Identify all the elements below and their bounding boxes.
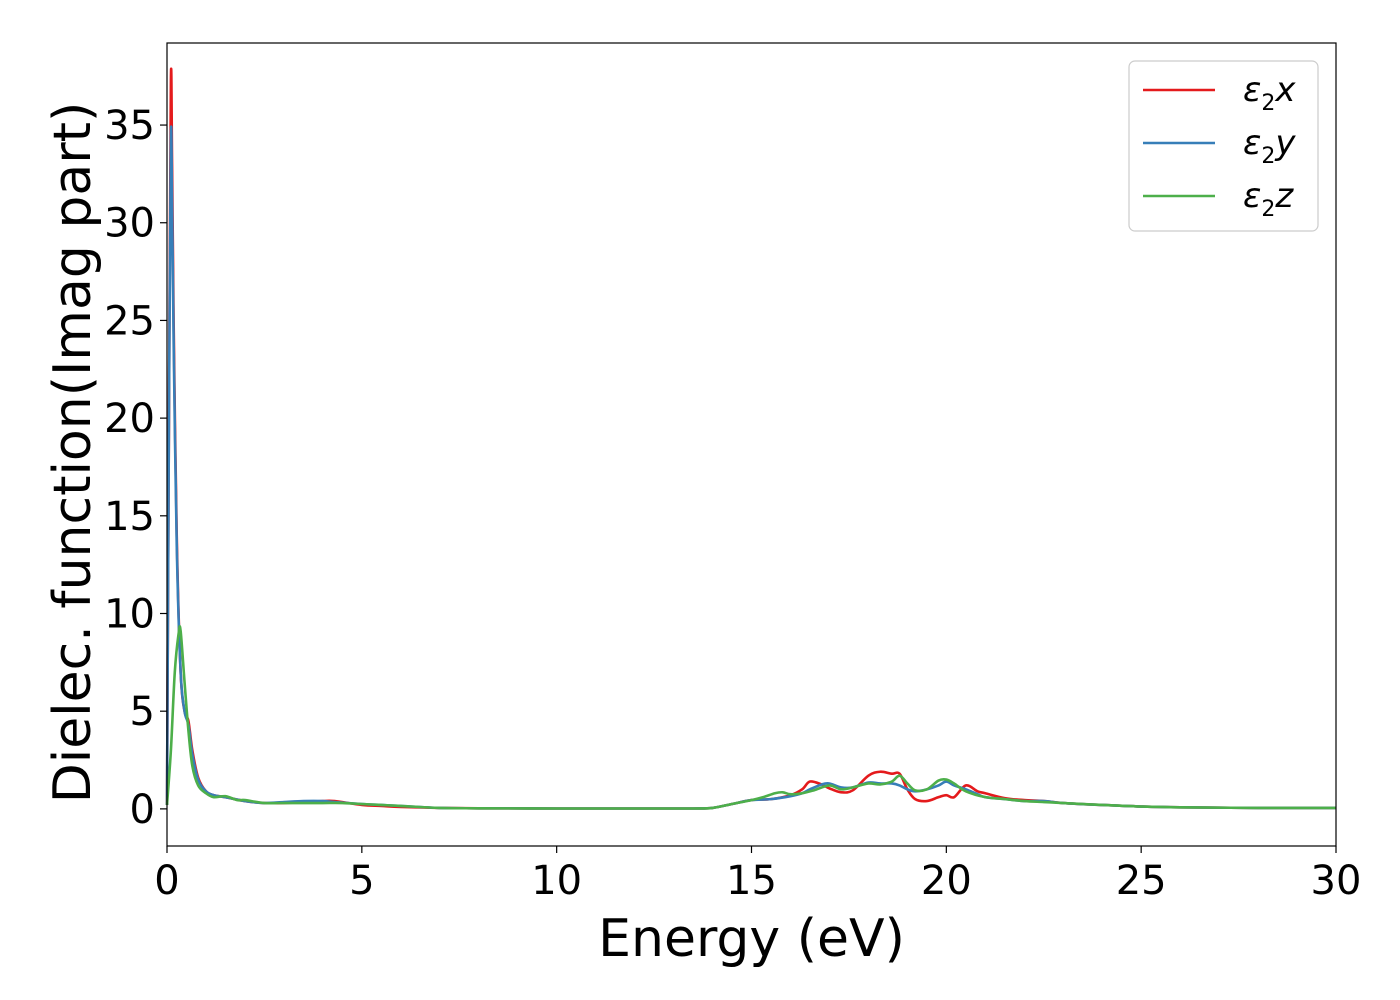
y-tick-label: 30 bbox=[104, 201, 155, 247]
x-ticks: 0 5 10 15 20 25 30 bbox=[154, 846, 1361, 904]
legend-box bbox=[1128, 60, 1319, 232]
legend: ε2x ε2y ε2z bbox=[1128, 60, 1319, 232]
y-tick-label: 25 bbox=[104, 298, 155, 344]
x-tick-label: 10 bbox=[531, 858, 582, 904]
y-tick-label: 5 bbox=[130, 689, 155, 735]
x-axis-label: Energy (eV) bbox=[598, 909, 905, 969]
y-tick-label: 35 bbox=[104, 103, 155, 149]
x-tick-label: 15 bbox=[726, 858, 777, 904]
y-tick-label: 10 bbox=[104, 592, 155, 638]
legend-label-y: ε2y bbox=[1243, 123, 1296, 169]
x-tick-label: 0 bbox=[154, 858, 179, 904]
y-tick-label: 0 bbox=[130, 787, 155, 833]
x-tick-label: 5 bbox=[349, 858, 374, 904]
legend-label-z: ε2z bbox=[1243, 176, 1294, 222]
y-tick-label: 15 bbox=[104, 494, 155, 540]
series-layer bbox=[165, 67, 1337, 810]
series-line-z bbox=[165, 625, 1337, 810]
legend-label-x: ε2x bbox=[1243, 70, 1296, 116]
y-axis-label: Dielec. function(Imag part) bbox=[43, 102, 103, 804]
plot-frame bbox=[166, 42, 1337, 847]
x-tick-label: 20 bbox=[921, 858, 972, 904]
x-tick-label: 30 bbox=[1311, 858, 1362, 904]
x-tick-label: 25 bbox=[1116, 858, 1167, 904]
y-tick-label: 20 bbox=[104, 396, 155, 442]
y-ticks: 0 5 10 15 20 25 30 35 bbox=[104, 103, 167, 833]
